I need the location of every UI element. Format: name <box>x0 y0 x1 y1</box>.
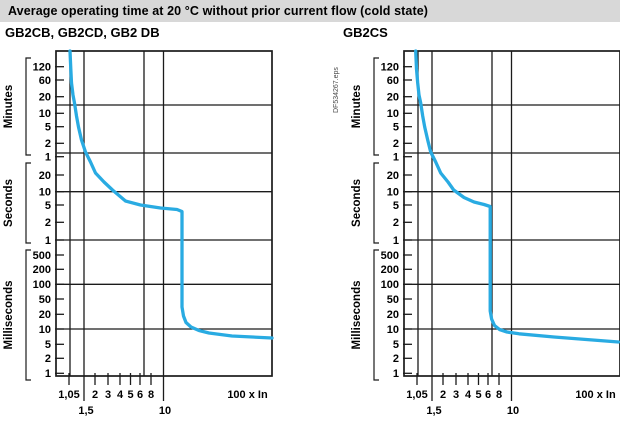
watermark-text: DF534267.eps <box>333 67 340 113</box>
y-tick-label: 1 <box>44 235 50 247</box>
page-title: Average operating time at 20 °C without … <box>8 4 429 18</box>
y-tick-label: 1 <box>392 152 398 164</box>
y-tick-label: 2 <box>392 138 398 150</box>
y-tick-label: 10 <box>386 108 398 120</box>
trip-curve <box>67 49 274 340</box>
y-tick-label: 5 <box>392 122 398 134</box>
y-tick-label: 50 <box>386 294 398 306</box>
x-tick-label: 6 <box>484 389 490 401</box>
x-tick-label: 4 <box>116 389 123 401</box>
y-tick-label: 1 <box>44 368 50 380</box>
y-tick-label: 20 <box>386 170 398 182</box>
chart-canvas-left: 120602010521Minutes2010521Seconds5002001… <box>3 49 274 418</box>
axis-labels: 120602010521Minutes2010521Seconds5002001… <box>351 62 616 418</box>
x-tick-label: 2 <box>91 389 97 401</box>
y-unit-label: Seconds <box>351 179 363 227</box>
y-tick-label: 100 <box>32 279 50 291</box>
y-unit-label: Milliseconds <box>3 280 15 349</box>
y-tick-label: 50 <box>38 294 50 306</box>
chart-right: 120 60 20 10 5 2 1 Minutes 20 10 5 2 1 Seconds 500 200 1… <box>333 49 620 417</box>
trip-curve <box>413 49 620 344</box>
y-tick-label: 200 <box>32 264 50 276</box>
y-tick-label: 200 <box>380 264 398 276</box>
x-tick-label: 5 <box>127 389 133 401</box>
y-tick-label: 1 <box>392 235 398 247</box>
section-bracket <box>24 57 31 156</box>
y-tick-label: 5 <box>44 200 50 212</box>
y-tick-label: 5 <box>392 200 398 212</box>
y-tick-label: 2 <box>392 217 398 229</box>
y-unit-label: Seconds <box>3 179 15 227</box>
x-tick-label: 1,05 <box>58 389 79 401</box>
section-bracket <box>24 249 31 381</box>
y-tick-label: 1 <box>44 152 50 164</box>
y-tick-label: 10 <box>38 324 50 336</box>
y-tick-label: 5 <box>44 339 50 351</box>
y-tick-label: 120 <box>380 62 398 74</box>
x-tick-label: 4 <box>464 389 471 401</box>
section-bracket <box>372 57 379 156</box>
y-tick-label: 20 <box>386 92 398 104</box>
y-tick-label: 5 <box>392 339 398 351</box>
x-axis-unit-label: 100 x In <box>227 389 268 401</box>
plot-border <box>54 50 273 377</box>
chart-canvas-right: 120602010521Minutes2010521Seconds5002001… <box>333 49 620 418</box>
y-unit-label: Minutes <box>3 85 15 128</box>
x-tick-label-row2: 10 <box>506 405 518 417</box>
y-tick-label: 120 <box>32 62 50 74</box>
y-tick-label: 2 <box>44 217 50 229</box>
y-tick-label: 2 <box>44 353 50 365</box>
grid-and-axes <box>402 50 620 401</box>
y-tick-label: 60 <box>386 75 398 87</box>
x-tick-label: 6 <box>136 389 142 401</box>
y-tick-label: 1 <box>392 368 398 380</box>
y-unit-label: Milliseconds <box>351 280 363 349</box>
y-tick-label: 2 <box>392 353 398 365</box>
y-tick-label: 20 <box>38 92 50 104</box>
x-tick-label: 2 <box>439 389 445 401</box>
x-axis-unit-label: 100 x In <box>575 389 616 401</box>
x-tick-label-row2: 10 <box>158 405 170 417</box>
y-tick-label: 2 <box>44 138 50 150</box>
y-tick-label: 100 <box>380 279 398 291</box>
x-tick-label: 5 <box>475 389 481 401</box>
section-bracket <box>372 249 379 381</box>
x-tick-label-row2: 1,5 <box>426 405 441 417</box>
y-tick-label: 500 <box>380 250 398 262</box>
x-tick-label: 3 <box>104 389 110 401</box>
y-tick-label: 500 <box>32 250 50 262</box>
y-tick-label: 20 <box>38 170 50 182</box>
x-tick-label: 8 <box>147 389 153 401</box>
x-tick-label: 8 <box>495 389 501 401</box>
x-tick-label: 1,05 <box>406 389 427 401</box>
title-bar: Average operating time at 20 °C without … <box>0 0 620 22</box>
x-tick-label: 3 <box>452 389 458 401</box>
grid-and-axes <box>54 50 273 401</box>
chart-title-right: GB2CS <box>343 25 388 40</box>
y-tick-label: 60 <box>38 75 50 87</box>
chart-left: 120 60 20 10 5 2 1 Minutes 20 10 5 2 1 Seconds 500 200 1… <box>3 49 274 417</box>
y-tick-label: 10 <box>386 187 398 199</box>
chart-title-left: GB2CB, GB2CD, GB2 DB <box>5 25 160 40</box>
axis-labels: 120602010521Minutes2010521Seconds5002001… <box>3 62 268 418</box>
y-tick-label: 10 <box>38 108 50 120</box>
y-tick-label: 10 <box>38 187 50 199</box>
y-tick-label: 5 <box>44 122 50 134</box>
y-unit-label: Minutes <box>351 85 363 128</box>
y-tick-label: 10 <box>386 324 398 336</box>
y-tick-label: 20 <box>386 309 398 321</box>
x-tick-label-row2: 1,5 <box>78 405 93 417</box>
section-bracket <box>372 162 379 244</box>
y-tick-label: 20 <box>38 309 50 321</box>
section-bracket <box>24 162 31 244</box>
